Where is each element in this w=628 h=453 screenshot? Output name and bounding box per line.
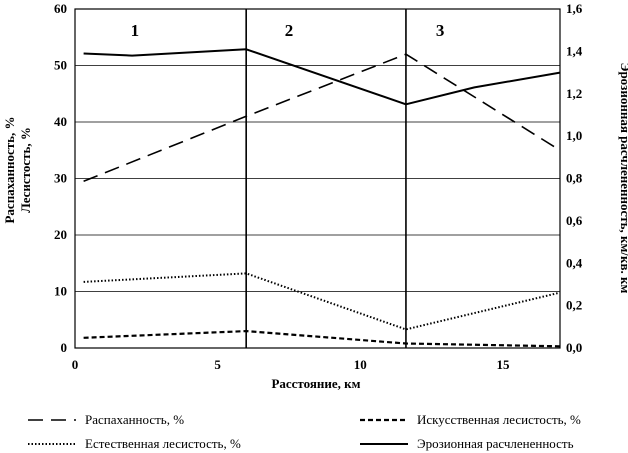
y-tick-left: 20	[54, 227, 67, 242]
y-axis-title-left-2: Лесистость, %	[18, 127, 33, 213]
y-tick-left: 40	[54, 114, 67, 129]
legend-label: Искусственная лесистость, %	[417, 412, 581, 427]
zone-labels: 1 2 3	[131, 21, 445, 40]
zone-label: 2	[285, 21, 294, 40]
y-tick-right: 0,0	[566, 340, 582, 355]
x-tick: 5	[214, 357, 221, 372]
x-tick: 10	[354, 357, 367, 372]
plot-area-frame	[74, 8, 561, 349]
y-tick-right: 1,6	[566, 1, 583, 16]
zone-boundaries	[245, 9, 407, 348]
legend: Распаханность, % Искусственная лесистость…	[28, 412, 581, 451]
y-tick-right: 1,2	[566, 86, 582, 101]
y-tick-right: 0,6	[566, 213, 583, 228]
y-tick-left: 30	[54, 171, 67, 186]
y-tick-left: 50	[54, 58, 67, 73]
y-axis-title-left-1: Распаханность, %	[2, 116, 17, 223]
series-line-3	[83, 272, 561, 331]
y-tick-left: 0	[61, 340, 68, 355]
zone-label: 3	[436, 21, 445, 40]
y-tick-right: 0,2	[566, 298, 582, 313]
x-axis-title: Расстояние, км	[271, 376, 360, 391]
x-tick: 0	[72, 357, 79, 372]
y-tick-right: 0,8	[566, 171, 583, 186]
legend-label: Эрозионная расчлененность	[417, 436, 574, 451]
y-tick-left: 60	[54, 1, 67, 16]
tick-labels: 01020304050600,00,20,40,60,81,01,21,41,6…	[54, 1, 583, 372]
y-axis-title-right: Эрозионная расчлененность, км/кв. км	[618, 63, 628, 294]
series-lines	[83, 48, 561, 348]
y-tick-right: 0,4	[566, 255, 583, 270]
y-tick-right: 1,0	[566, 128, 582, 143]
legend-label: Естественная лесистость, %	[85, 436, 241, 451]
legend-label: Распаханность, %	[85, 412, 184, 427]
series-line-2	[83, 330, 561, 348]
series-line-1	[83, 53, 561, 183]
y-tick-right: 1,4	[566, 43, 583, 58]
series-line-4	[83, 48, 561, 106]
grid-lines	[75, 8, 560, 349]
zone-label: 1	[131, 21, 140, 40]
x-tick: 15	[496, 357, 510, 372]
y-tick-left: 10	[54, 284, 67, 299]
